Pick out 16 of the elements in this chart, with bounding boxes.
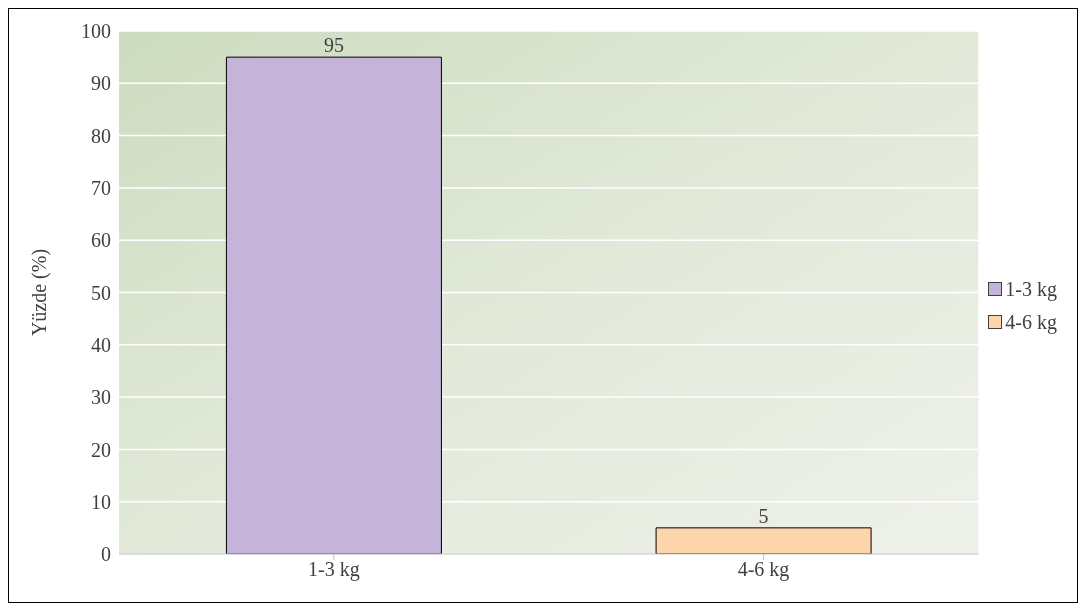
y-tick-label: 30 bbox=[91, 386, 111, 409]
data-label: 95 bbox=[323, 34, 344, 57]
data-label: 5 bbox=[758, 504, 769, 527]
y-tick-label: 20 bbox=[91, 438, 111, 461]
y-tick-label: 10 bbox=[91, 490, 111, 513]
y-tick-label: 40 bbox=[91, 333, 111, 356]
text: 1-3 kg bbox=[1005, 277, 1057, 301]
y-tick-label: 70 bbox=[91, 177, 111, 199]
y-tick-label: 50 bbox=[91, 281, 111, 304]
y-tick-label: 100 bbox=[81, 20, 111, 43]
y-tick-label: 90 bbox=[91, 72, 111, 95]
y-tick-label: 0 bbox=[101, 543, 111, 566]
legend-label: 4-6 kg bbox=[1005, 310, 1057, 334]
y-tick-label: 60 bbox=[91, 229, 111, 252]
y-axis-title: Yüzde (%) bbox=[28, 248, 52, 337]
y-tick-label: 80 bbox=[91, 124, 111, 147]
